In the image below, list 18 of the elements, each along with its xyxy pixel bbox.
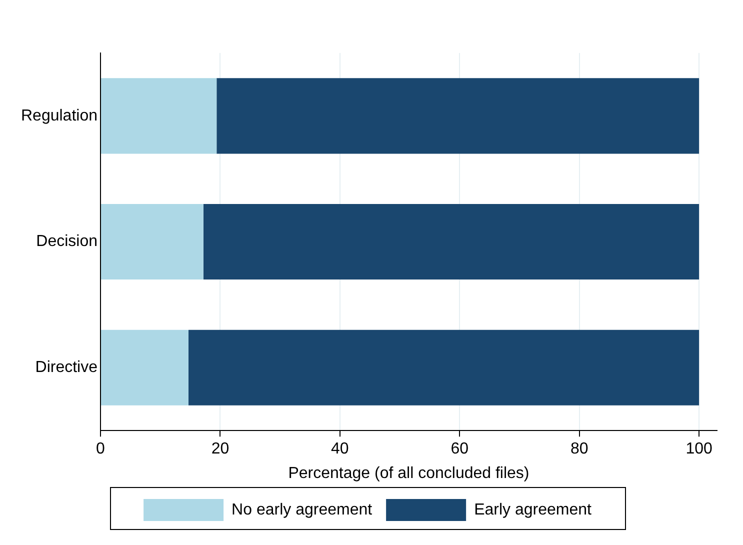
- y-tick-label: Regulation: [21, 107, 98, 124]
- y-tick-label: Directive: [35, 359, 98, 376]
- bar: [203, 204, 700, 280]
- bar: [188, 330, 700, 406]
- x-tick-label: 0: [96, 440, 106, 458]
- bar: [101, 330, 188, 406]
- x-tick-label: 100: [686, 440, 712, 458]
- legend-label: Early agreement: [474, 501, 592, 518]
- bar: [216, 78, 700, 154]
- x-tick-label: 20: [211, 440, 230, 458]
- x-tick-label: 60: [450, 440, 469, 458]
- x-tick-label: 80: [570, 440, 588, 458]
- x-axis-title: Percentage (of all concluded files): [288, 464, 530, 482]
- bar: [101, 204, 204, 280]
- bar: [101, 78, 217, 154]
- y-tick-label: Decision: [36, 233, 98, 250]
- x-tick-label: 40: [331, 440, 349, 458]
- legend-label: No early agreement: [232, 501, 373, 518]
